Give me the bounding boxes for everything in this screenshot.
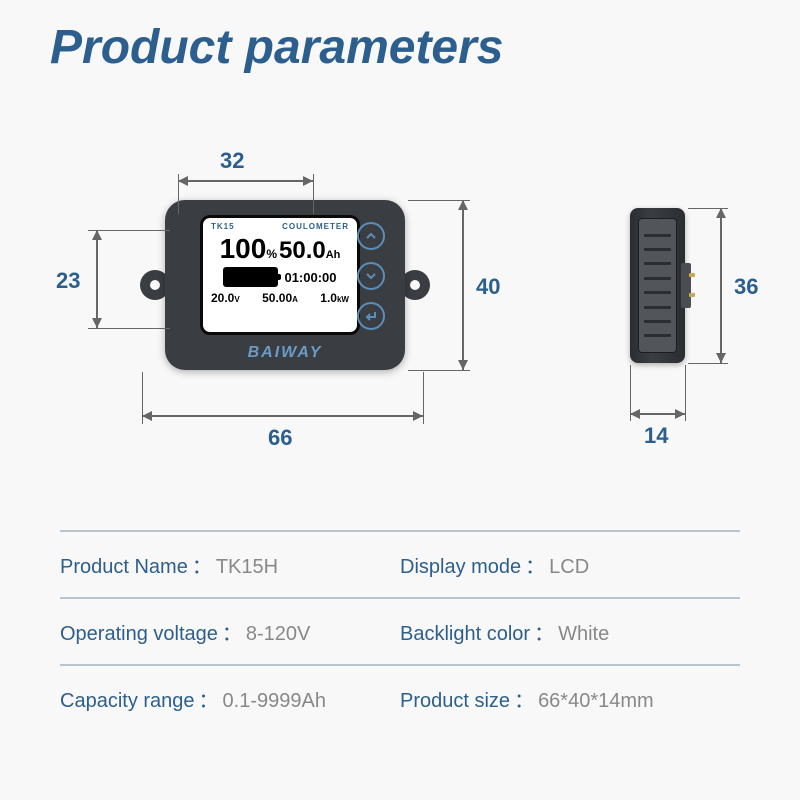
spec-label: Product Name: [60, 556, 188, 579]
timer-value: 01:00:00: [284, 270, 336, 285]
up-button-icon: [357, 222, 385, 250]
spec-value: TK15H: [216, 556, 278, 579]
specs-table: Product Name： TK15H Display mode： LCD Op…: [60, 530, 740, 731]
enter-button-icon: [357, 302, 385, 330]
battery-icon: [223, 267, 278, 287]
device-front-view: TK15 COULOMETER 100 % 50.0 Ah 01:00:00 2…: [145, 200, 425, 370]
spec-item: Backlight color： White: [400, 617, 740, 646]
dim-line-66: [142, 415, 423, 417]
voltage-readout: 20.0V: [211, 291, 240, 305]
spec-label: Capacity range: [60, 690, 195, 713]
dim-label-32: 32: [220, 148, 244, 174]
model-label: TK15: [211, 222, 235, 231]
spec-value: 66*40*14mm: [538, 690, 654, 713]
dim-label-66: 66: [268, 425, 292, 451]
spec-row: Product Name： TK15H Display mode： LCD: [60, 530, 740, 597]
spec-value: 8-120V: [246, 623, 311, 646]
spec-row: Operating voltage： 8-120V Backlight colo…: [60, 597, 740, 664]
spec-label: Backlight color: [400, 623, 530, 646]
spec-value: LCD: [549, 556, 589, 579]
spec-value: 0.1-9999Ah: [223, 690, 326, 713]
dim-label-36: 36: [734, 274, 758, 300]
capacity-value: 50.0: [279, 237, 326, 265]
dim-line-36: [720, 208, 722, 363]
device-side-view: [630, 208, 685, 363]
spec-item: Operating voltage： 8-120V: [60, 617, 400, 646]
spec-label: Product size: [400, 690, 510, 713]
spec-label: Display mode: [400, 556, 521, 579]
spec-value: White: [558, 623, 609, 646]
dim-label-14: 14: [644, 423, 668, 449]
current-readout: 50.00A: [262, 291, 298, 305]
device-type-label: COULOMETER: [282, 222, 349, 231]
side-connector: [681, 263, 691, 308]
percent-symbol: %: [266, 247, 277, 261]
spec-item: Product size： 66*40*14mm: [400, 684, 740, 713]
spec-item: Display mode： LCD: [400, 550, 740, 579]
device-buttons: [357, 222, 385, 330]
brand-logo: BAIWAY: [165, 344, 405, 362]
spec-row: Capacity range： 0.1-9999Ah Product size：…: [60, 664, 740, 731]
dim-line-40: [462, 200, 464, 370]
device-body: TK15 COULOMETER 100 % 50.0 Ah 01:00:00 2…: [165, 200, 405, 370]
page-title: Product parameters: [50, 20, 504, 75]
percent-value: 100: [220, 233, 267, 265]
spec-item: Capacity range： 0.1-9999Ah: [60, 684, 400, 713]
dim-line-32: [178, 180, 313, 182]
down-button-icon: [357, 262, 385, 290]
capacity-unit: Ah: [326, 249, 341, 261]
dim-label-40: 40: [476, 274, 500, 300]
dim-label-23: 23: [56, 268, 80, 294]
lcd-screen: TK15 COULOMETER 100 % 50.0 Ah 01:00:00 2…: [200, 215, 360, 335]
spec-item: Product Name： TK15H: [60, 550, 400, 579]
dim-line-23: [96, 230, 98, 328]
spec-label: Operating voltage: [60, 623, 218, 646]
product-diagram: TK15 COULOMETER 100 % 50.0 Ah 01:00:00 2…: [0, 140, 800, 490]
power-readout: 1.0kW: [320, 291, 349, 305]
